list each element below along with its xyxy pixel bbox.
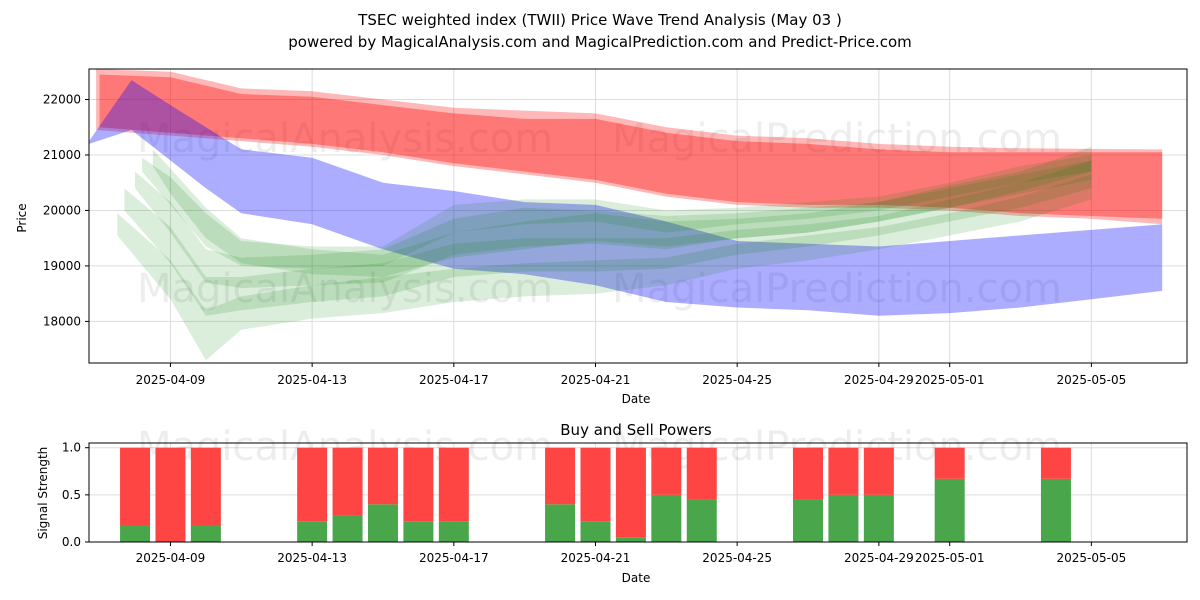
power-chart-title: Buy and Sell Powers <box>560 421 712 439</box>
buy-bar <box>120 525 151 542</box>
main-watermark: MagicalPrediction.com <box>612 266 1062 312</box>
main-x-tick-label: 2025-04-29 <box>844 373 914 387</box>
sell-bar <box>120 447 151 526</box>
main-y-tick-label: 18000 <box>43 314 81 328</box>
buy-bar <box>332 515 363 542</box>
main-watermark: MagicalAnalysis.com <box>137 266 553 312</box>
power-y-tick-label: 0.5 <box>62 488 81 502</box>
sell-bar <box>1040 447 1071 479</box>
main-y-tick-label: 22000 <box>43 93 81 107</box>
sell-bar <box>190 447 221 526</box>
main-x-tick-label: 2025-05-01 <box>915 373 985 387</box>
main-x-tick-label: 2025-05-05 <box>1056 373 1126 387</box>
power-plot: MagicalAnalysis.com MagicalPrediction.com… <box>62 424 1188 565</box>
sell-bar <box>828 447 859 495</box>
buy-bar <box>438 521 469 542</box>
buy-bar <box>367 504 398 542</box>
price-plot: MagicalAnalysis.com MagicalPrediction.com… <box>43 68 1188 387</box>
green-band-3 <box>124 160 1092 316</box>
buy-bar <box>615 537 646 542</box>
main-y-axis-label: Price <box>15 203 29 232</box>
sell-bar <box>686 447 717 500</box>
sell-bar <box>297 447 328 522</box>
green-band-5 <box>152 149 1092 277</box>
main-x-tick-label: 2025-04-17 <box>419 373 489 387</box>
power-x-tick-label: 2025-05-05 <box>1056 551 1126 565</box>
sell-bar <box>863 447 894 495</box>
buy-bar <box>403 521 434 542</box>
power-x-tick-label: 2025-04-29 <box>844 551 914 565</box>
main-y-tick-label: 19000 <box>43 259 81 273</box>
red-band-outer <box>96 69 1163 225</box>
price-bands <box>89 69 1163 361</box>
buy-bar <box>686 499 717 542</box>
buy-bar <box>828 494 859 542</box>
main-plot-frame <box>88 68 1188 364</box>
main-x-axis-label: Date <box>622 392 651 406</box>
sell-bar <box>332 447 363 516</box>
sell-bar <box>367 447 398 505</box>
red-band-inner <box>99 74 1163 219</box>
power-x-tick-label: 2025-04-21 <box>561 551 631 565</box>
green-band-2 <box>135 146 1092 289</box>
main-x-tick-label: 2025-04-09 <box>136 373 206 387</box>
main-chart-title-line1: TSEC weighted index (TWII) Price Wave Tr… <box>357 11 842 29</box>
main-x-tick-label: 2025-04-21 <box>561 373 631 387</box>
power-x-tick-label: 2025-05-01 <box>915 551 985 565</box>
buy-bar <box>651 494 682 542</box>
sell-bar <box>615 447 646 538</box>
main-x-tick-label: 2025-04-25 <box>702 373 772 387</box>
sell-bar <box>438 447 469 522</box>
power-y-tick-label: 0.0 <box>62 535 81 549</box>
buy-bar <box>1040 478 1071 542</box>
buy-bar <box>190 525 221 542</box>
sell-bar <box>403 447 434 522</box>
buy-bar <box>934 478 965 542</box>
sell-bar <box>580 447 611 522</box>
power-x-tick-label: 2025-04-25 <box>702 551 772 565</box>
main-y-tick-label: 20000 <box>43 203 81 217</box>
blue-band <box>89 80 1163 316</box>
main-chart-title-line2: powered by MagicalAnalysis.com and Magic… <box>288 33 912 51</box>
sell-bar <box>651 447 682 495</box>
sell-bar <box>155 447 186 542</box>
main-x-tick-label: 2025-04-13 <box>277 373 347 387</box>
main-y-tick-label: 21000 <box>43 148 81 162</box>
sell-bar <box>793 447 824 500</box>
green-band-1 <box>142 155 1092 269</box>
power-x-tick-label: 2025-04-17 <box>419 551 489 565</box>
buy-bar <box>580 521 611 542</box>
power-x-axis-label: Date <box>622 571 651 585</box>
main-watermark: MagicalPrediction.com <box>612 116 1062 162</box>
buy-bar <box>863 494 894 542</box>
buy-bar <box>297 521 328 542</box>
buy-bar <box>793 499 824 542</box>
main-watermark: MagicalAnalysis.com <box>137 116 553 162</box>
green-band-4 <box>117 174 1092 361</box>
power-x-tick-label: 2025-04-13 <box>277 551 347 565</box>
sell-bar <box>545 447 576 505</box>
power-y-tick-label: 1.0 <box>62 441 81 455</box>
power-x-tick-label: 2025-04-09 <box>136 551 206 565</box>
buy-bar <box>545 504 576 542</box>
sell-bar <box>934 447 965 479</box>
power-y-axis-label: Signal Strength <box>36 447 50 540</box>
power-plot-frame <box>88 442 1188 543</box>
